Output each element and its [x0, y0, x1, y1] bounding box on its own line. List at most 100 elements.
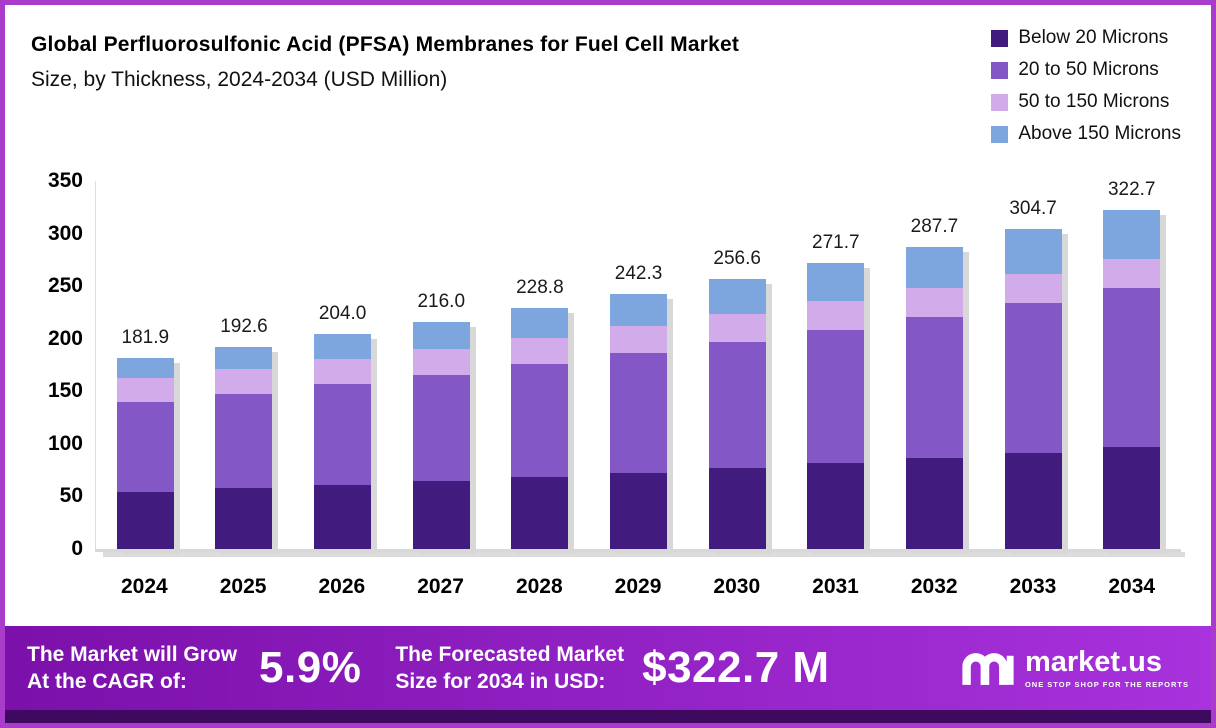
bar-segment-50-to-150-microns [905, 288, 963, 317]
bar-segment-20-to-50-microns [610, 353, 668, 473]
bar-stack [708, 279, 766, 549]
bar-segment-above-150-microns [116, 357, 174, 379]
legend-item-below-20-microns: Below 20 Microns [991, 27, 1181, 49]
bar-stack [1103, 209, 1161, 549]
legend-label: 20 to 50 Microns [1018, 59, 1159, 80]
bar-stack [511, 308, 569, 549]
y-axis-tick-label: 350 [47, 169, 83, 192]
x-axis-label: 2026 [318, 575, 366, 598]
bar-segment-50-to-150-microns [511, 337, 569, 365]
bottom-strip [5, 710, 1211, 723]
bar-stack [412, 321, 470, 549]
bar-segment-above-150-microns [905, 246, 963, 289]
bar-segment-above-150-microns [511, 308, 569, 338]
plot-floor-shadow [103, 552, 1185, 557]
bar-column-2032: 287.7 [885, 181, 984, 549]
x-axis-label: 2029 [614, 575, 662, 598]
legend: Below 20 Microns 20 to 50 Microns 50 to 15… [991, 27, 1181, 145]
bar-segment-20-to-50-microns [1103, 288, 1161, 448]
legend-label: 50 to 150 Microns [1018, 91, 1170, 112]
bar-column-2030: 256.6 [688, 181, 787, 549]
y-axis-tick-label: 200 [47, 326, 83, 350]
bar-total-label: 228.8 [516, 277, 564, 299]
brand-logo: market.us ONE STOP SHOP FOR THE REPORTS [962, 647, 1189, 689]
bar-column-2031: 271.7 [786, 181, 885, 549]
chart-subtitle: Size, by Thickness, 2024-2034 (USD Milli… [31, 68, 448, 91]
bar-total-label: 204.0 [318, 303, 367, 325]
bar-stack [116, 357, 174, 549]
bar-stack [610, 294, 668, 549]
bar-segment-below-20-microns [1004, 452, 1062, 549]
bar-segment-below-20-microns [412, 480, 470, 549]
bar-total-label: 192.6 [220, 315, 268, 337]
legend-swatch-icon [991, 125, 1009, 143]
chart-section: Global Perfluorosulfonic Acid (PFSA) Mem… [5, 5, 1211, 626]
x-axis-label: 2032 [910, 575, 958, 598]
bar-segment-above-150-microns [314, 334, 372, 359]
bar-total-label: 181.9 [121, 326, 170, 348]
cagr-label-line1: The Market will Grow [27, 642, 238, 666]
x-axis: 2024 2025 2026 2027 2028 2029 2030 2031 2032 2033… [95, 575, 1181, 599]
y-axis-tick-label: 250 [47, 274, 83, 298]
bar-segment-below-20-microns [314, 484, 372, 549]
plot-wrapper: 0 50 100 150 200 250 300 350 181.9 192.6 204.0 216… [31, 169, 1185, 599]
x-axis-label: 2030 [713, 575, 761, 598]
brand-tagline: ONE STOP SHOP FOR THE REPORTS [1024, 679, 1189, 689]
bar-segment-above-150-microns [1103, 209, 1161, 259]
bar-segment-50-to-150-microns [1004, 273, 1062, 303]
chart-header: Global Perfluorosulfonic Acid (PFSA) Mem… [31, 27, 1185, 145]
x-axis-label: 2033 [1009, 575, 1057, 598]
bar-column-2026: 204.0 [293, 181, 392, 549]
bar-segment-20-to-50-microns [511, 364, 569, 477]
bar-segment-50-to-150-microns [314, 358, 372, 385]
forecast-label: The Forecasted Market Size for 2034 in U… [395, 641, 624, 696]
bar-segment-50-to-150-microns [610, 326, 668, 354]
bar-segment-above-150-microns [610, 294, 668, 327]
bar-segment-above-150-microns [807, 263, 865, 302]
bar-segment-20-to-50-microns [314, 384, 372, 485]
bar-segment-20-to-50-microns [116, 402, 174, 492]
x-axis-label: 2034 [1108, 575, 1156, 598]
y-axis-tick-label: 0 [71, 537, 83, 560]
x-axis-label: 2027 [417, 575, 464, 598]
x-axis-baseline [95, 549, 1181, 552]
legend-label: Below 20 Microns [1018, 27, 1169, 48]
bar-segment-above-150-microns [1004, 228, 1062, 274]
bar-stack [905, 246, 963, 549]
bar-total-label: 256.6 [713, 248, 761, 270]
y-axis-tick-label: 150 [47, 379, 83, 403]
legend-item-above-150-microns: Above 150 Microns [991, 123, 1181, 145]
brand-text: market.us ONE STOP SHOP FOR THE REPORTS [1024, 647, 1189, 689]
legend-item-20-to-50-microns: 20 to 50 Microns [991, 59, 1181, 81]
bar-segment-below-20-microns [1103, 447, 1161, 549]
bar-total-label: 304.7 [1009, 197, 1057, 219]
bar-segment-50-to-150-microns [807, 301, 865, 330]
bar-column-2024: 181.9 [96, 181, 195, 549]
bar-segment-below-20-microns [511, 476, 569, 549]
bar-stack [215, 346, 273, 549]
bar-column-2029: 242.3 [589, 181, 688, 549]
y-axis-tick-label: 100 [47, 431, 83, 455]
bar-total-label: 322.7 [1107, 178, 1156, 200]
bar-segment-50-to-150-microns [1103, 258, 1161, 289]
bar-segment-above-150-microns [708, 279, 766, 315]
forecast-label-line2: Size for 2034 in USD: [395, 670, 606, 693]
bar-segment-20-to-50-microns [905, 316, 963, 459]
bar-column-2028: 228.8 [491, 181, 590, 549]
bar-total-label: 242.3 [614, 263, 663, 285]
bar-column-2025: 192.6 [195, 181, 294, 549]
bar-segment-20-to-50-microns [1004, 302, 1062, 453]
bar-total-label: 216.0 [417, 290, 466, 312]
bar-total-label: 287.7 [910, 215, 959, 237]
bar-segment-50-to-150-microns [412, 348, 470, 375]
bar-segment-below-20-microns [610, 472, 668, 549]
bar-stack [807, 263, 865, 549]
bar-segment-above-150-microns [412, 321, 470, 349]
y-axis: 0 50 100 150 200 250 300 350 [31, 169, 89, 560]
bar-segment-50-to-150-microns [116, 378, 174, 403]
legend-swatch-icon [991, 93, 1009, 111]
forecast-label-line1: The Forecasted Market [395, 642, 625, 666]
bar-segment-20-to-50-microns [708, 341, 766, 469]
bar-total-label: 271.7 [812, 232, 860, 254]
